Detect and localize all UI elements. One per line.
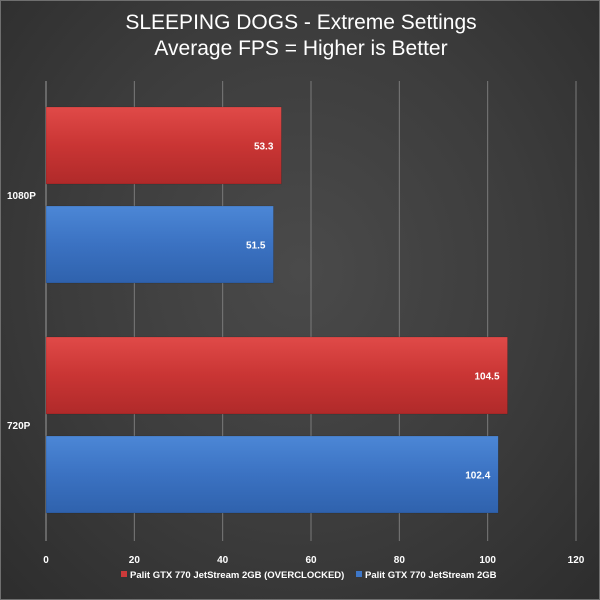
x-tick-label: 0 — [43, 555, 49, 566]
bars: 53.3 51.5 104.5 102.4 — [45, 106, 508, 514]
x-tick-label: 120 — [568, 555, 585, 566]
bar-stock-1080p — [45, 205, 274, 284]
x-tick-label: 80 — [394, 555, 406, 566]
x-tick-label: 60 — [305, 555, 317, 566]
x-axis-ticks: 0 20 40 60 80 100 120 — [43, 555, 585, 566]
bar-value-label: 102.4 — [465, 471, 490, 482]
bar-value-label: 53.3 — [254, 142, 274, 153]
category-label: 720P — [7, 421, 31, 432]
x-tick-label: 40 — [217, 555, 229, 566]
bar-value-label: 51.5 — [246, 241, 266, 252]
y-axis-categories: 1080P 720P — [7, 191, 36, 432]
x-tick-label: 20 — [129, 555, 141, 566]
bar-overclocked-720p — [45, 336, 508, 415]
bar-value-label: 104.5 — [475, 372, 500, 383]
legend: Palit GTX 770 JetStream 2GB (OVERCLOCKED… — [121, 570, 497, 581]
chart-title-line-1: SLEEPING DOGS - Extreme Settings — [125, 11, 476, 34]
legend-label: Palit GTX 770 JetStream 2GB — [365, 570, 497, 581]
legend-swatch — [121, 571, 127, 577]
legend-swatch — [356, 571, 362, 577]
bar-stock-720p — [45, 435, 499, 514]
bar-overclocked-1080p — [45, 106, 282, 185]
chart-title-line-2: Average FPS = Higher is Better — [154, 37, 447, 60]
legend-label: Palit GTX 770 JetStream 2GB (OVERCLOCKED… — [130, 570, 344, 581]
x-tick-label: 100 — [479, 555, 496, 566]
category-label: 1080P — [7, 191, 36, 202]
